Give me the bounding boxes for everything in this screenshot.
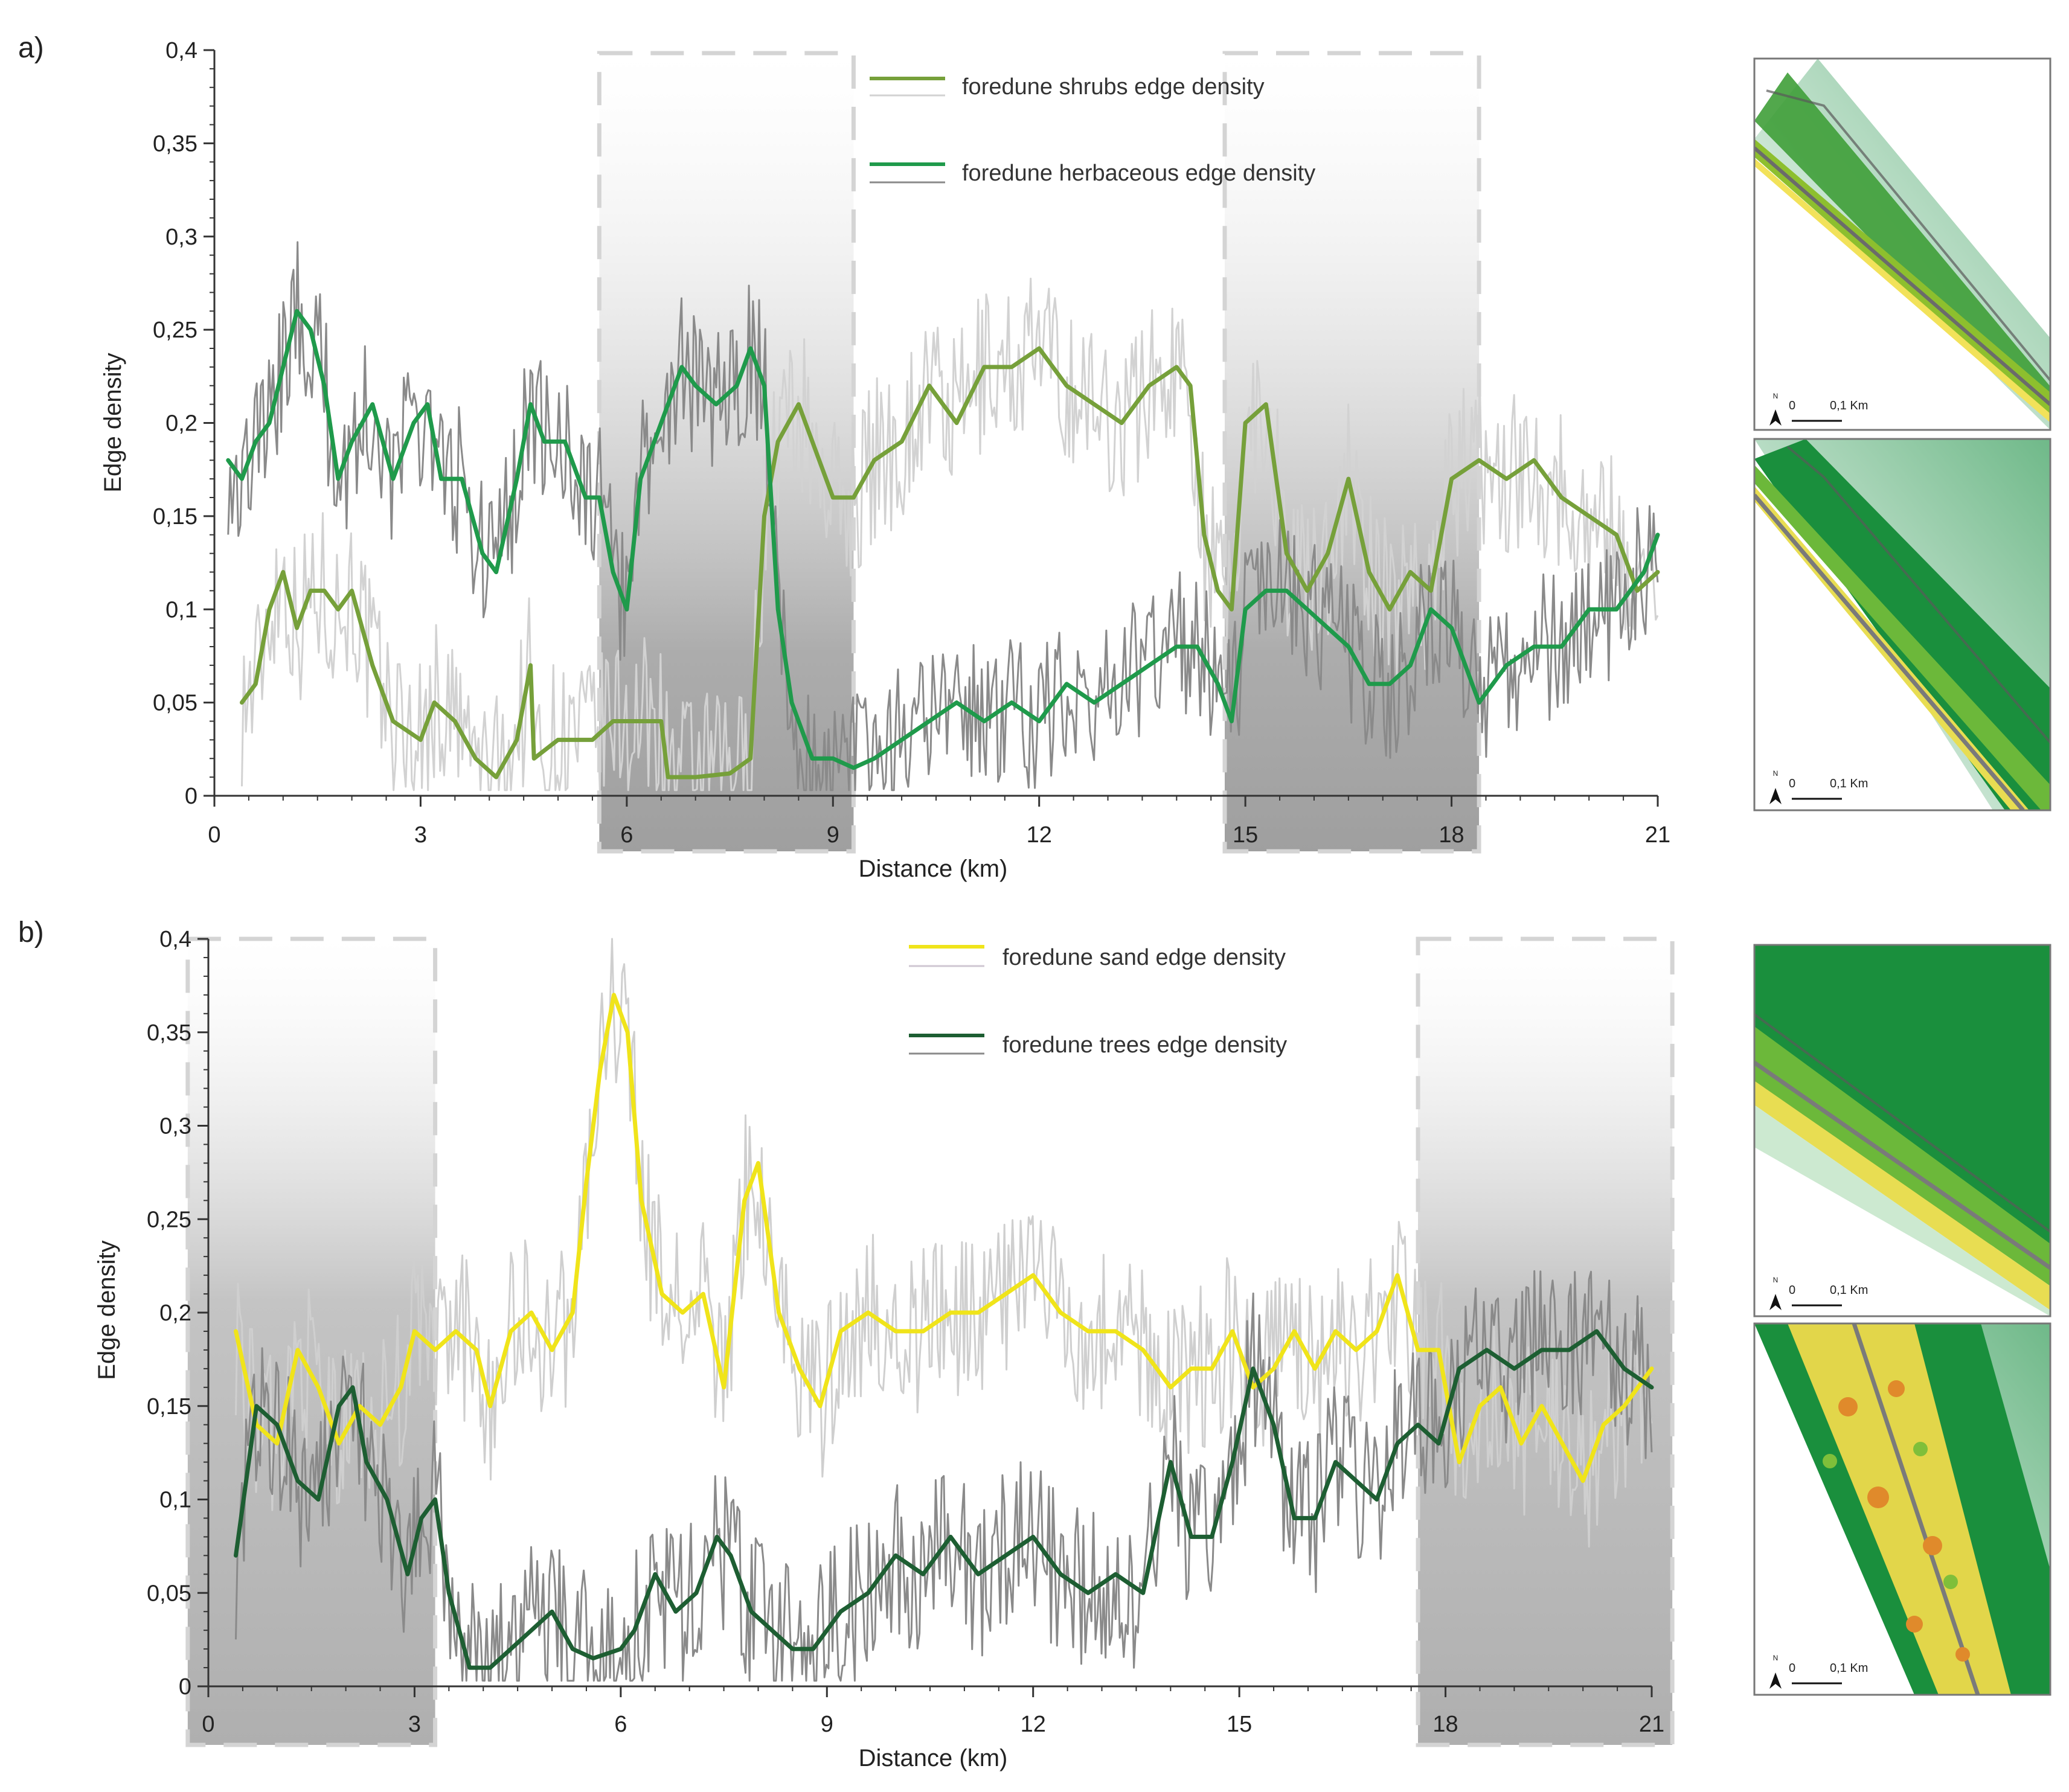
y-tick-label: 0,35: [153, 131, 197, 156]
series-line-herbaceous: [226, 309, 1660, 770]
north-arrow-icon: [1769, 409, 1782, 426]
y-tick-label: 0,3: [159, 1114, 191, 1139]
smoothed-series: [226, 309, 1660, 779]
x-tick-label: 6: [614, 1712, 627, 1737]
x-tick-label: 9: [821, 1712, 833, 1737]
x-tick-label: 6: [620, 822, 633, 848]
map-inset-1: N 0 0,1 Km: [1753, 57, 2051, 431]
x-tick-label: 0: [202, 1712, 214, 1737]
y-tick-label: 0,4: [159, 927, 191, 952]
map-frame: [1753, 1322, 2051, 1696]
x-tick-label: 12: [1021, 1712, 1046, 1737]
north-arrow-icon: [1769, 1294, 1782, 1310]
x-tick-label: 9: [827, 822, 839, 848]
y-tick-label: 0: [185, 784, 197, 809]
y-axis-title: Edge density: [94, 1240, 120, 1380]
x-tick-label: 15: [1227, 1712, 1252, 1737]
map-insets: N 0 0,1 Km N 0 0,1 Km: [1753, 57, 2051, 1696]
map-frame: [1753, 944, 2051, 1317]
legend-label-herbaceous: foredune herbaceous edge density: [962, 161, 1315, 186]
scale-label: 0,1 Km: [1830, 399, 1868, 412]
y-tick-label: 0,25: [147, 1207, 191, 1232]
shaded-region: [185, 936, 438, 1747]
north-arrow-icon: [1769, 788, 1782, 804]
y-tick-label: 0,1: [159, 1488, 191, 1513]
north-label: N: [1773, 769, 1779, 778]
scale-label: 0,1 Km: [1830, 1284, 1868, 1297]
y-tick-label: 0,05: [153, 691, 197, 716]
y-tick-label: 0,15: [147, 1394, 191, 1419]
x-axis-title: Distance (km): [859, 856, 1008, 882]
x-tick-label: 3: [408, 1712, 421, 1737]
legend: foredune shrubs edge density foredune he…: [870, 74, 1315, 186]
scale-zero: 0: [1789, 399, 1795, 412]
map-imagery: [1754, 1323, 2050, 1695]
axes: 0 0,05 0,1 0,15 0,2 0,25 0,3 0,35 0,4 0 3 6 9 12 15 18 2…: [153, 38, 1670, 848]
smoothed-series: [234, 993, 1654, 1670]
x-tick-label: 21: [1645, 822, 1670, 848]
y-tick-label: 0,2: [159, 1301, 191, 1326]
x-tick-label: 12: [1027, 822, 1052, 848]
map-imagery: [1754, 945, 2050, 1316]
scale-zero: 0: [1789, 1662, 1795, 1675]
y-tick-label: 0,3: [165, 225, 197, 250]
x-tick-label: 18: [1432, 1712, 1458, 1737]
map-inset-2: N 0 0,1 Km: [1753, 438, 2051, 811]
series-line-shrubs: [240, 346, 1660, 779]
map-frame: [1753, 438, 2051, 811]
panel-a-letter: a): [18, 32, 44, 64]
y-tick-label: 0,2: [165, 411, 197, 437]
x-tick-label: 21: [1639, 1712, 1664, 1737]
legend-label-trees: foredune trees edge density: [1002, 1032, 1287, 1058]
map-frame: [1753, 57, 2051, 431]
series-line-trees: [234, 1329, 1654, 1670]
north-label: N: [1773, 1276, 1779, 1284]
panel-b: b) 0 0,05 0,1 0,15 0,2 0,25 0,3 0,35 0,4 0 3 6 9 12 15…: [18, 917, 1675, 1771]
map-inset-3: N 0 0,1 Km: [1753, 944, 2051, 1317]
x-tick-label: 15: [1233, 822, 1258, 848]
y-tick-label: 0,35: [147, 1020, 191, 1046]
y-tick-label: 0,15: [153, 504, 197, 530]
scale-label: 0,1 Km: [1830, 1662, 1868, 1675]
y-tick-label: 0,05: [147, 1581, 191, 1606]
x-tick-label: 3: [414, 822, 427, 848]
map-imagery: [1754, 439, 2050, 810]
series-line-sand: [234, 993, 1654, 1483]
north-label: N: [1773, 392, 1779, 400]
panel-b-letter: b): [18, 917, 44, 949]
x-tick-label: 0: [208, 822, 220, 848]
raw-line-sand: [235, 938, 1653, 1548]
scale-zero: 0: [1789, 1284, 1795, 1297]
y-tick-label: 0,25: [153, 318, 197, 343]
y-tick-label: 0: [179, 1674, 191, 1700]
x-axis-title: Distance (km): [859, 1745, 1008, 1771]
panel-a: a) 0 0,05 0,1 0,15 0,2 0,25 0,3 0,35 0,4 0 3 6 9 12 15…: [18, 32, 1670, 882]
axes: 0 0,05 0,1 0,15 0,2 0,25 0,3 0,35 0,4 0 3 6 9 12 15 18 2…: [147, 927, 1664, 1737]
scale-zero: 0: [1789, 777, 1795, 790]
x-tick-label: 18: [1439, 822, 1464, 848]
legend: foredune sand edge density foredune tree…: [909, 945, 1287, 1058]
map-inset-4: N 0 0,1 Km: [1753, 1322, 2051, 1696]
map-imagery: [1754, 59, 2050, 430]
y-tick-label: 0,1: [165, 597, 197, 622]
raw-line-shrubs: [241, 277, 1659, 792]
y-axis-title: Edge density: [100, 353, 126, 492]
legend-label-sand: foredune sand edge density: [1002, 945, 1286, 970]
legend-label-shrubs: foredune shrubs edge density: [962, 74, 1265, 100]
scale-label: 0,1 Km: [1830, 777, 1868, 790]
north-arrow-icon: [1769, 1672, 1782, 1689]
y-tick-label: 0,4: [165, 38, 197, 63]
north-label: N: [1773, 1654, 1779, 1662]
